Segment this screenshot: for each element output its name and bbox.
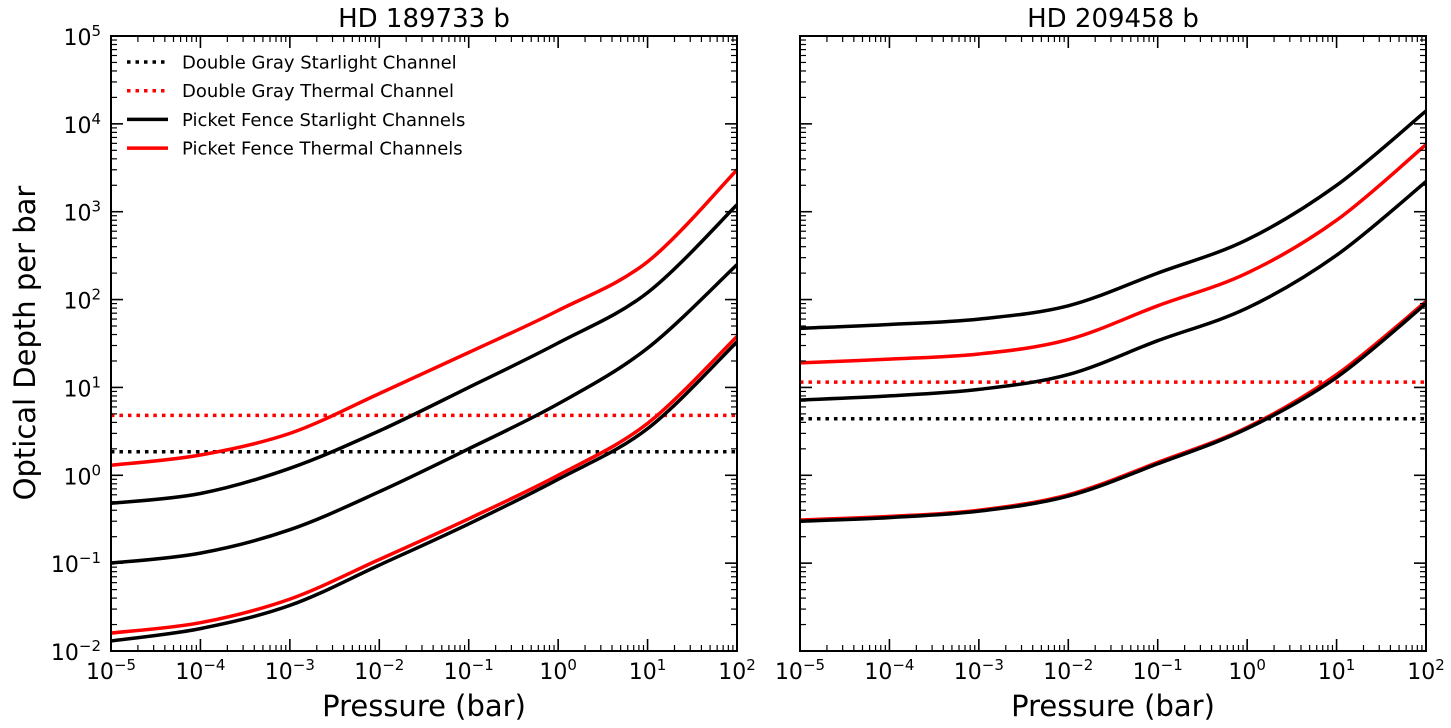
series-line-3 xyxy=(111,168,737,468)
y-tick-label: 105 xyxy=(63,22,101,51)
x-axis-label: Pressure (bar) xyxy=(322,689,526,723)
plot-frame xyxy=(110,35,738,652)
series-line-7 xyxy=(800,302,1426,523)
x-tick-label: 101 xyxy=(629,656,667,685)
y-axis-label: Optical Depth per bar xyxy=(8,186,42,501)
legend-label: Picket Fence Thermal Channels xyxy=(182,139,463,160)
x-tick-label: 10−5 xyxy=(775,656,825,685)
panel-1: 10−5 10−4 10−3 10−2 10−1 100 101 102 10−2 10−1 100… xyxy=(51,4,756,723)
x-tick-label: 10−4 xyxy=(175,656,225,685)
y-tick-label: 10−1 xyxy=(51,549,101,578)
plot-frame xyxy=(799,35,1427,652)
series-line-7 xyxy=(111,340,737,643)
x-tick-label: 10−3 xyxy=(954,656,1004,685)
x-tick-label: 10−2 xyxy=(354,656,404,685)
series-line-5 xyxy=(111,263,737,565)
legend-label: Double Gray Starlight Channel xyxy=(182,53,457,74)
series-line-6 xyxy=(800,300,1426,522)
series-line-4 xyxy=(111,203,737,506)
y-tick-label: 104 xyxy=(63,110,101,139)
x-tick-label: 10−3 xyxy=(265,656,315,685)
series-line-4 xyxy=(800,143,1426,365)
x-tick-label: 10−1 xyxy=(444,656,494,685)
series-group xyxy=(111,168,737,643)
x-tick-label: 102 xyxy=(1407,656,1445,685)
y-tick-label: 10−2 xyxy=(51,637,101,666)
series-line-5 xyxy=(800,180,1426,402)
legend-label: Picket Fence Starlight Channels xyxy=(182,110,465,131)
chart-title: HD 209458 b xyxy=(1027,4,1199,34)
x-tick-label: 101 xyxy=(1318,656,1356,685)
x-axis-label: Pressure (bar) xyxy=(1011,689,1215,723)
x-tick-label: 100 xyxy=(539,656,577,685)
x-tick-label: 10−2 xyxy=(1043,656,1093,685)
ticks xyxy=(799,35,1427,652)
panel-2: 10−5 10−4 10−3 10−2 10−1 100 101 102 HD 209458 b… xyxy=(775,4,1445,723)
x-tick-label: 100 xyxy=(1228,656,1266,685)
y-tick-label: 100 xyxy=(63,461,101,490)
y-tick-label: 103 xyxy=(63,198,101,227)
x-tick-label: 10−4 xyxy=(864,656,914,685)
series-line-3 xyxy=(800,109,1426,331)
chart-title: HD 189733 b xyxy=(338,4,510,34)
legend-label: Double Gray Thermal Channel xyxy=(182,81,454,102)
series-line-6 xyxy=(111,335,737,635)
y-tick-label: 102 xyxy=(63,286,101,315)
x-tick-label: 10−1 xyxy=(1133,656,1183,685)
x-tick-label: 10−5 xyxy=(86,656,136,685)
ticks xyxy=(110,35,738,652)
x-tick-label: 102 xyxy=(718,656,756,685)
series-group xyxy=(800,109,1426,523)
y-tick-label: 101 xyxy=(63,373,101,402)
legend: Double Gray Starlight Channel Double Gray… xyxy=(127,53,465,160)
